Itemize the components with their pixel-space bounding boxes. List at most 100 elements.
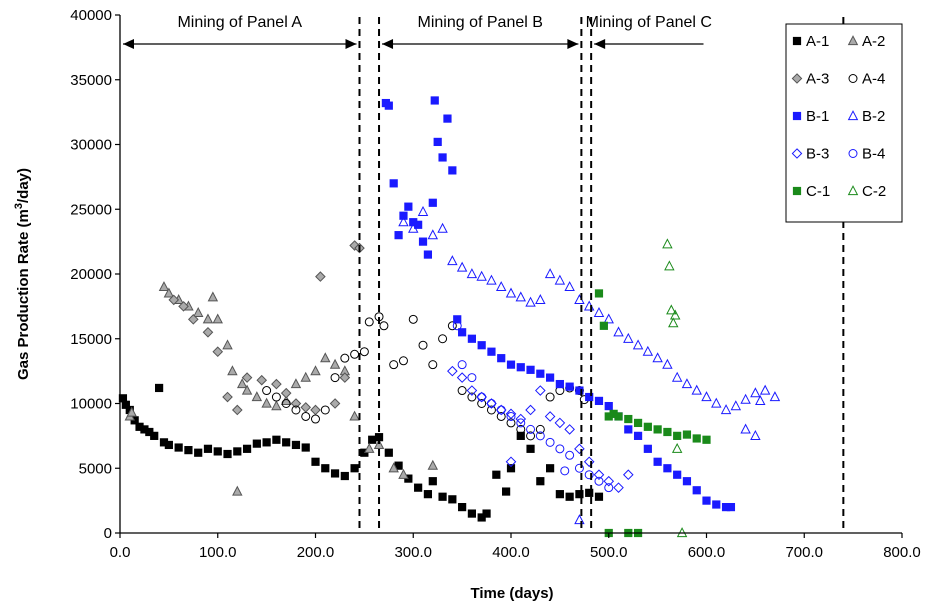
data-point (163, 287, 175, 298)
data-point (261, 397, 272, 408)
data-point (594, 396, 604, 406)
data-point (622, 469, 634, 481)
data-point (447, 255, 458, 266)
data-point (227, 365, 238, 376)
data-point (233, 447, 242, 456)
panel-annotation: Mining of Panel A (123, 14, 357, 49)
data-point (536, 369, 545, 378)
data-point (487, 347, 496, 356)
data-point (291, 440, 301, 450)
data-point (310, 404, 321, 416)
data-point (364, 317, 374, 327)
data-point (212, 346, 224, 358)
data-point (320, 405, 330, 415)
data-point (614, 412, 623, 421)
data-point (126, 406, 137, 417)
y-tick-label: 40000 (70, 7, 112, 24)
data-point (389, 360, 399, 370)
data-point (321, 464, 330, 473)
data-point (584, 470, 594, 480)
data-point (681, 378, 693, 389)
data-point (535, 424, 545, 434)
data-point (583, 300, 595, 311)
data-point (379, 321, 389, 331)
data-point (168, 294, 180, 306)
data-point (682, 430, 692, 439)
data-point (155, 383, 164, 393)
legend-label: C-1 (806, 183, 830, 200)
data-point (486, 274, 497, 285)
x-tick-label: 700.0 (785, 544, 823, 561)
legend-item: B-3 (791, 146, 829, 163)
data-point (467, 373, 477, 383)
data-point (535, 385, 546, 396)
data-point (565, 450, 575, 460)
data-point (414, 220, 423, 229)
y-tick-label: 10000 (70, 396, 112, 413)
data-point (194, 448, 203, 457)
data-point (447, 321, 457, 331)
data-point (389, 179, 398, 188)
data-point (535, 294, 546, 304)
data-point (673, 431, 682, 440)
data-point (613, 326, 624, 337)
data-point (384, 101, 393, 110)
data-point (272, 435, 281, 444)
data-point (505, 456, 517, 468)
data-point (495, 281, 507, 292)
data-point (399, 211, 408, 220)
data-point (505, 287, 517, 298)
series-a-3 (168, 240, 365, 416)
legend-marker (847, 35, 859, 46)
data-point (433, 137, 442, 147)
data-point (663, 427, 672, 437)
x-tick-label: 400.0 (492, 544, 530, 561)
data-point (453, 315, 462, 324)
data-point (652, 352, 663, 363)
data-point (711, 397, 722, 408)
data-point (388, 462, 399, 473)
data-point (438, 334, 448, 344)
data-point (554, 274, 566, 285)
data-point (564, 281, 575, 292)
data-point (525, 296, 536, 307)
panel-label: Mining of Panel C (586, 14, 712, 31)
data-point (290, 378, 302, 389)
data-point (624, 425, 633, 434)
legend-marker (791, 148, 803, 159)
data-point (692, 486, 701, 495)
data-point (560, 466, 570, 476)
arrow-right-icon (567, 39, 579, 49)
data-point (300, 402, 312, 413)
data-point (212, 313, 223, 324)
data-point (546, 464, 555, 473)
data-point (311, 414, 320, 424)
data-point (300, 371, 311, 382)
data-point (467, 392, 477, 402)
legend-marker (792, 111, 802, 121)
data-point (633, 418, 643, 428)
series-b-2 (398, 205, 781, 525)
data-point (662, 238, 673, 249)
y-tick-label: 0 (104, 525, 112, 542)
data-point (730, 400, 742, 411)
data-point (350, 464, 359, 473)
data-point (497, 354, 506, 363)
data-point (262, 438, 271, 447)
legend-label: A-2 (862, 33, 885, 50)
arrow-left-icon (123, 39, 134, 49)
data-point (447, 365, 458, 377)
data-point (452, 321, 462, 331)
data-point (329, 358, 341, 369)
data-point (516, 363, 525, 372)
data-point (701, 391, 712, 402)
data-point (545, 437, 555, 447)
data-point (184, 446, 193, 455)
data-point (526, 444, 535, 453)
panel-boundaries (358, 17, 845, 533)
y-tick-label: 30000 (70, 137, 112, 154)
data-point (515, 413, 527, 425)
series-b-4 (452, 321, 614, 493)
legend-label: B-1 (806, 108, 829, 125)
